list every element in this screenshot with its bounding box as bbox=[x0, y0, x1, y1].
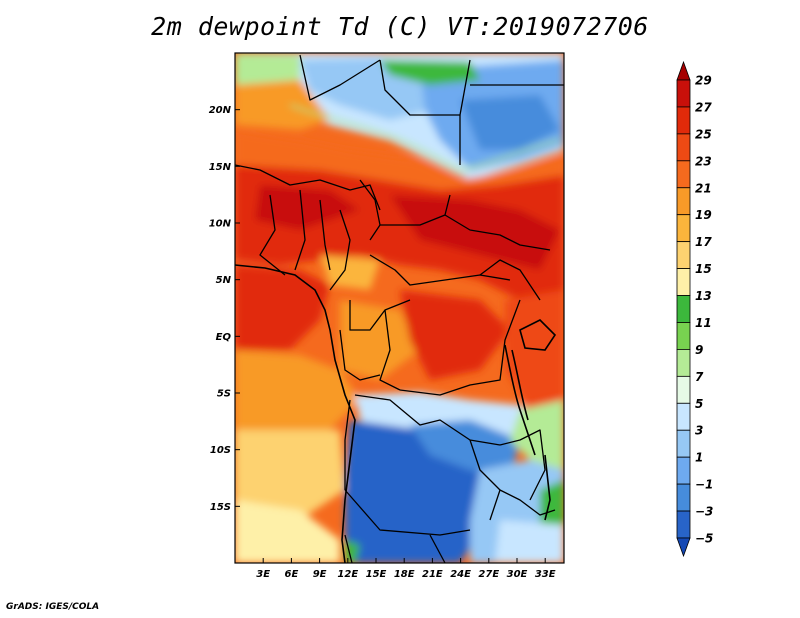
colorbar-swatch bbox=[676, 402, 691, 431]
colorbar-swatch bbox=[676, 510, 691, 539]
colorbar-swatch bbox=[676, 268, 691, 296]
longitude-labels: 3E 6E 9E 12E 15E 18E 21E 24E 27E 30E 33E bbox=[256, 558, 556, 580]
colorbar-swatch bbox=[676, 295, 691, 323]
colorbar-label: −3 bbox=[695, 505, 713, 519]
region-tanzania-green bbox=[510, 400, 564, 470]
lat-label: EQ bbox=[216, 332, 232, 343]
lon-label: 3E bbox=[256, 569, 270, 580]
colorbar-swatch bbox=[676, 133, 691, 162]
colorbar-label: 3 bbox=[695, 424, 703, 438]
region-gabon-light bbox=[340, 300, 420, 380]
colorbar-swatch bbox=[676, 375, 691, 404]
lat-label: 5N bbox=[216, 275, 232, 286]
region-great-lakes bbox=[505, 290, 564, 410]
colorbar-swatch bbox=[676, 322, 691, 350]
colorbar-label: 21 bbox=[695, 181, 712, 195]
dewpoint-field bbox=[235, 53, 564, 563]
colorbar-label: 29 bbox=[695, 74, 712, 88]
region-skeleton-coast-green bbox=[345, 540, 360, 563]
colorbar-swatch bbox=[676, 160, 691, 189]
lon-label: 12E bbox=[337, 569, 358, 580]
region-coast-west bbox=[235, 265, 330, 350]
region-sahel-green bbox=[380, 60, 480, 85]
colorbar-label: 27 bbox=[695, 100, 712, 114]
lon-label: 21E bbox=[422, 569, 443, 580]
region-northeast-deep bbox=[460, 95, 560, 150]
region-hot-west bbox=[255, 185, 360, 230]
colorbar-label: 11 bbox=[695, 316, 712, 330]
lon-label: 18E bbox=[394, 569, 415, 580]
colorbar-label: 19 bbox=[695, 208, 712, 222]
lat-label: 5S bbox=[217, 389, 231, 400]
lat-label: 20N bbox=[209, 105, 232, 116]
colorbar: 29 27 25 23 21 19 17 15 13 11 9 7 5 3 1 −1 −3 −5 bbox=[676, 60, 713, 558]
lon-label: 24E bbox=[450, 569, 471, 580]
lon-label: 6E bbox=[285, 569, 299, 580]
colorbar-label: 17 bbox=[695, 235, 712, 249]
colorbar-swatch bbox=[676, 429, 691, 458]
lat-label: 15S bbox=[210, 502, 231, 513]
region-zambia-blue bbox=[410, 420, 520, 480]
lon-label: 30E bbox=[507, 569, 528, 580]
lat-label: 15N bbox=[209, 162, 232, 173]
region-hot-east bbox=[390, 195, 560, 270]
lat-label: 10N bbox=[209, 219, 232, 230]
region-cameroon-amber bbox=[320, 255, 380, 290]
region-south-atlantic bbox=[235, 350, 360, 430]
region-congo-hot bbox=[400, 290, 510, 380]
colorbar-label: 1 bbox=[695, 451, 703, 465]
map-title: 2m dewpoint Td (C) VT:2019072706 bbox=[151, 12, 649, 41]
colorbar-swatch bbox=[676, 483, 691, 512]
coastlines bbox=[234, 264, 557, 564]
colorbar-label: 23 bbox=[695, 154, 712, 168]
grads-credit: GrADS: IGES/COLA bbox=[6, 602, 100, 612]
lon-label: 9E bbox=[313, 569, 327, 580]
colorbar-swatch bbox=[676, 456, 691, 485]
lon-label: 15E bbox=[366, 569, 387, 580]
colorbar-bottom-arrow bbox=[676, 537, 691, 558]
colorbar-label: 25 bbox=[695, 127, 712, 141]
colorbar-swatch bbox=[676, 214, 691, 243]
region-sahel-orange bbox=[235, 130, 564, 195]
latitude-labels: 20N 15N 10N 5N EQ 5S 10S 15S bbox=[209, 105, 240, 513]
lat-label: 10S bbox=[210, 445, 231, 456]
colorbar-swatch bbox=[676, 241, 691, 269]
map-frame bbox=[234, 52, 565, 564]
colorbar-swatch bbox=[676, 187, 691, 216]
region-angola-coast bbox=[235, 430, 345, 520]
colorbar-label: −5 bbox=[695, 532, 713, 546]
lon-label: 27E bbox=[478, 569, 499, 580]
region-northwest-orange bbox=[235, 80, 330, 130]
colorbar-label: −1 bbox=[695, 478, 713, 492]
region-southeast-pale bbox=[495, 520, 564, 563]
colorbar-label: 9 bbox=[695, 343, 703, 357]
colorbar-label: 5 bbox=[695, 397, 703, 411]
lon-label: 33E bbox=[535, 569, 556, 580]
region-namibia-coast bbox=[235, 500, 340, 563]
colorbar-label: 7 bbox=[695, 370, 704, 384]
colorbar-swatch bbox=[676, 106, 691, 135]
colorbar-swatch bbox=[676, 79, 691, 108]
country-boundaries bbox=[234, 54, 564, 564]
colorbar-label: 15 bbox=[695, 262, 712, 276]
colorbar-swatch bbox=[676, 349, 691, 377]
colorbar-top-arrow bbox=[676, 60, 691, 81]
colorbar-label: 13 bbox=[695, 289, 712, 303]
